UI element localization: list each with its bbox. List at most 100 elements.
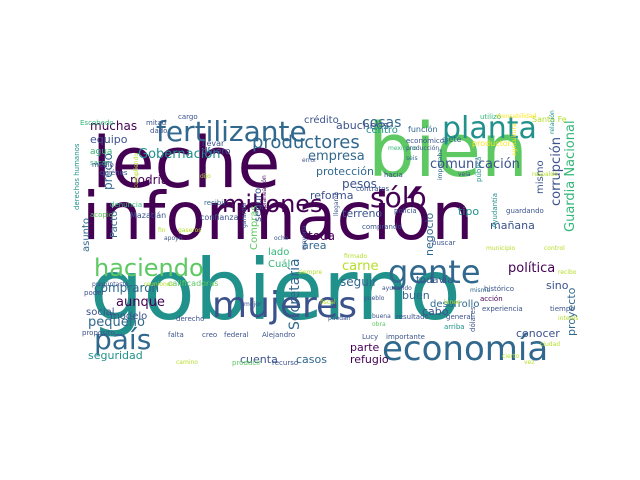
word-asunto: asunto: [81, 217, 92, 252]
word-cual: Cuál: [268, 259, 291, 270]
word-pueblo: pueblo: [364, 295, 385, 302]
word-recurso: recurso: [272, 359, 299, 367]
word-lunes: lunes: [444, 299, 461, 306]
word-policia: policía: [394, 207, 417, 215]
word-camino: camino: [176, 359, 198, 366]
word-cabo: cabo: [422, 305, 449, 318]
word-planeacion: planeación: [261, 175, 268, 208]
word-resultado: resultado: [396, 313, 429, 321]
word-historico: histórico: [484, 285, 515, 293]
word-refugio: refugio: [350, 353, 389, 366]
word-politica: política: [508, 261, 556, 276]
word-economico: económico: [406, 137, 445, 145]
word-desarrollo: desarrollo: [430, 299, 480, 310]
word-buscar: buscar: [432, 239, 456, 247]
word-haciendo: haciendo: [94, 254, 204, 282]
word-vez: vez: [524, 359, 535, 366]
word-mazatlan: Mazatlán: [130, 211, 167, 220]
word-ayudando: ayudando: [382, 285, 412, 292]
word-social: social: [86, 307, 115, 318]
word-equipo: equipo: [90, 133, 128, 146]
word-reforma: reforma: [310, 189, 354, 202]
word-interes: interés: [558, 315, 578, 322]
word-sino: sino: [546, 279, 569, 292]
word-pais: país: [94, 323, 152, 356]
word-denuncia: denuncia: [110, 201, 143, 209]
word-producir: producir: [232, 359, 262, 367]
word-poder: poder: [84, 289, 105, 297]
word-comprando: comprando: [362, 223, 402, 231]
word-reuniones: reuniones: [144, 281, 174, 288]
word-comunicacion: comunicación: [430, 157, 520, 172]
word-casos: casos: [296, 353, 327, 366]
word-arriba: arriba: [444, 323, 465, 331]
word-abucheos: abucheos: [336, 119, 389, 132]
word-gobierno: gobierno: [90, 241, 461, 339]
word-santa-fe: Santa Fe: [532, 115, 567, 124]
word-negocio: negocio: [423, 212, 436, 256]
word-fiscal: fiscal: [320, 299, 336, 306]
word-productores: productores: [252, 132, 360, 153]
word-funcion: función: [408, 125, 438, 134]
word-ayudantia: Ayudantía: [491, 192, 499, 228]
word-toda: toda: [308, 229, 336, 243]
word-falta: falta: [168, 331, 184, 339]
word-produccion: producción: [406, 145, 440, 152]
word-cuenta: cuenta: [240, 353, 278, 366]
word-obra: obra: [372, 321, 386, 328]
word-proposito: propósito: [82, 329, 115, 337]
word-solo: sólo: [370, 181, 427, 214]
word-modelo: modelo: [110, 311, 148, 322]
word-seis: seis: [406, 155, 418, 162]
word-terreno: terreno: [342, 207, 383, 220]
word-cloud: información gobierno leche bien mujeres …: [72, 110, 578, 368]
word-apoyo: apoyo: [164, 235, 183, 242]
word-importaba: importaba: [437, 149, 444, 180]
word-derechos-humanos: derechos humanos: [73, 143, 81, 210]
word-parte: parte: [350, 341, 380, 354]
word-todavia: todavía: [416, 275, 454, 286]
word-credito: crédito: [304, 115, 339, 126]
word-mitad: mitad: [146, 119, 167, 127]
word-millones: millones: [222, 190, 323, 218]
word-alejandro: Alejandro: [262, 331, 296, 339]
word-empresa: empresa: [308, 149, 365, 164]
word-dado: dado: [150, 127, 168, 135]
word-cumpliendo: cumpliendo: [133, 152, 140, 188]
word-informacion: información: [82, 178, 474, 255]
word-mayoria: mayoría: [301, 225, 308, 250]
word-gente: gente: [388, 253, 481, 291]
word-dinero: dinero: [202, 147, 231, 157]
word-llevar: llevar: [202, 139, 225, 148]
word-derecho: derecho: [176, 315, 205, 323]
word-contratos: contratos: [356, 185, 390, 193]
word-siete: siete: [442, 135, 462, 144]
word-relacion: relación: [549, 110, 556, 134]
word-leche: leche: [92, 122, 281, 204]
word-muchas: muchas: [90, 119, 138, 133]
word-escobedo: Escobedo: [80, 119, 114, 127]
word-tiempo: tiempo: [550, 305, 575, 313]
word-dijo: dijo: [200, 173, 211, 180]
word-confianza: confianza: [200, 213, 239, 222]
word-proteccion: protección: [316, 165, 374, 178]
word-error: error: [302, 157, 317, 164]
word-medio: medio: [92, 161, 114, 169]
word-quienes: quiénes: [100, 169, 128, 177]
word-cierto: cierto: [502, 353, 520, 360]
word-accion: acción: [480, 295, 503, 303]
word-guardando: guardando: [506, 207, 544, 215]
word-importante: importante: [386, 333, 425, 341]
word-carne: carne: [342, 259, 379, 274]
word-buena: buena: [372, 313, 391, 320]
word-compraron: compraron: [94, 281, 160, 295]
word-siempre: siempre: [298, 269, 323, 276]
word-agua: agua: [90, 147, 113, 157]
word-seguir: seguir: [340, 275, 378, 289]
word-misma: misma: [470, 287, 491, 294]
word-productor: productor: [472, 139, 511, 148]
word-mujeres: mujeres: [212, 285, 357, 326]
word-respaldo: respaldo: [532, 171, 558, 178]
word-mexicano: mexicano: [388, 145, 418, 152]
word-cosas: cosas: [362, 115, 402, 131]
